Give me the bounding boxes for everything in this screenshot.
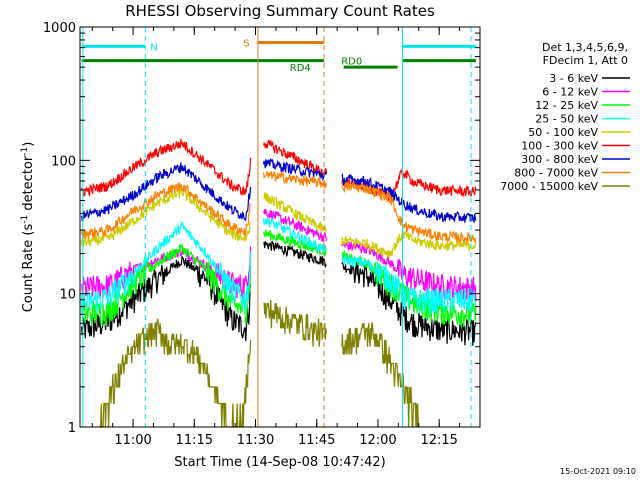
y-axis: 1 10 100 1000	[43, 21, 480, 436]
flag-label-rd0: RD0	[341, 57, 362, 68]
y-tick-label: 10	[59, 288, 76, 303]
series-line-300-800-kev	[81, 157, 477, 224]
x-tick-label: 11:00	[114, 433, 151, 448]
flag-label-s: S	[243, 39, 249, 50]
vline-layer	[82, 27, 472, 427]
series-layer	[81, 138, 477, 428]
legend-label-7000-15000-kev: 7000 - 15000 keV	[500, 180, 598, 193]
legend-label-3-6-kev: 3 - 6 keV	[549, 72, 598, 85]
legend-header-line-2: FDecim 1, Att 0	[543, 54, 628, 67]
series-line-50-100-kev	[81, 186, 477, 258]
series-line-7000-15000-kev	[98, 299, 420, 428]
legend: Det 1,3,4,5,6,9, FDecim 1, Att 0 3 - 6 k…	[500, 41, 630, 193]
y-tick-label: 1000	[43, 21, 76, 36]
series-line-3-6-kev	[81, 240, 477, 346]
x-axis: 11:00 11:15 11:30 11:45 12:00 12:15	[91, 27, 481, 448]
series-line-800-7000-kev	[81, 170, 477, 244]
footer-timestamp: 15-Oct-2021 09:10	[560, 467, 636, 476]
y-axis-label: Count Rate (s-1 detector-1)	[20, 142, 36, 313]
x-tick-label: 11:45	[298, 433, 335, 448]
x-tick-label: 12:00	[359, 433, 396, 448]
legend-header-line-1: Det 1,3,4,5,6,9,	[542, 41, 628, 54]
plot-area: N S RD0 RD4	[79, 26, 481, 428]
x-tick-label: 12:15	[420, 433, 457, 448]
legend-label-50-100-kev: 50 - 100 keV	[528, 126, 598, 139]
y-tick-label: 1	[68, 421, 76, 436]
y-tick-label: 100	[51, 154, 76, 169]
flag-label-rd4: RD4	[290, 63, 311, 74]
legend-label-300-800-kev: 300 - 800 keV	[521, 153, 598, 166]
x-tick-label: 11:15	[176, 433, 213, 448]
chart-title: RHESSI Observing Summary Count Rates	[125, 2, 435, 20]
legend-label-100-300-kev: 100 - 300 keV	[521, 140, 598, 153]
plot-frame	[79, 26, 481, 428]
series-line-25-50-kev	[81, 216, 477, 318]
flag-layer: N S RD0 RD4	[81, 39, 476, 74]
legend-label-25-50-kev: 25 - 50 keV	[535, 113, 598, 126]
legend-label-6-12-kev: 6 - 12 keV	[542, 86, 598, 99]
x-axis-label: Start Time (14-Sep-08 10:47:42)	[174, 455, 385, 470]
x-tick-label: 11:30	[237, 433, 274, 448]
legend-label-800-7000-kev: 800 - 7000 keV	[514, 167, 598, 180]
legend-label-12-25-kev: 12 - 25 keV	[535, 99, 598, 112]
flag-label-n: N	[150, 42, 157, 53]
